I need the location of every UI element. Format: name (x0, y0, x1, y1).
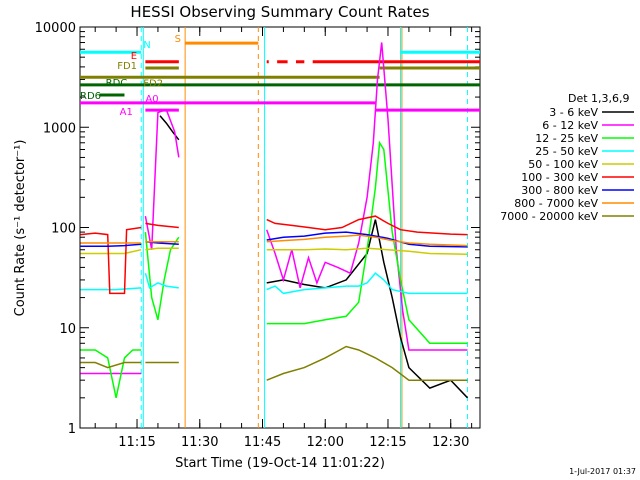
series-line-4 (144, 272, 179, 290)
x-tick-label: 12:30 (432, 435, 469, 450)
series-line-5 (145, 247, 179, 251)
flag-label-rd6: RD6 (80, 91, 101, 102)
series-line-6 (266, 215, 468, 236)
series-line-7 (266, 231, 468, 248)
y-tick-label: 1000 (43, 121, 76, 136)
legend-entry-label: 25 - 50 keV (535, 145, 598, 158)
legend-entry-label: 12 - 25 keV (535, 132, 598, 145)
x-tick-label: 12:00 (307, 435, 344, 450)
series-line-4 (80, 287, 142, 291)
legend-entry-label: 6 - 12 keV (542, 119, 598, 132)
flag-label-e: E (131, 51, 137, 62)
legend-entry-label: 100 - 300 keV (521, 171, 598, 184)
legend-entry-label: 50 - 100 keV (528, 158, 598, 171)
x-tick-label: 11:15 (118, 435, 155, 450)
series-line-7 (80, 243, 142, 248)
x-tick-label: 12:15 (369, 435, 406, 450)
legend-entry-label: 3 - 6 keV (549, 106, 598, 119)
series-line-1 (266, 219, 469, 399)
series-line-3 (266, 140, 468, 345)
plot-clipped (80, 27, 480, 428)
series-line-5 (266, 247, 468, 256)
chart-title: HESSI Observing Summary Count Rates (130, 3, 429, 21)
series-line-2 (265, 42, 468, 351)
series-line-6 (145, 222, 179, 229)
series-line-3 (80, 349, 142, 398)
flag-label-fd1: FD1 (117, 61, 137, 72)
flag-label-n: N (143, 40, 150, 51)
series-line-5 (80, 248, 142, 255)
series-line-4 (266, 272, 468, 295)
series-line-2 (144, 108, 180, 250)
series-line-9 (80, 361, 142, 369)
series-line-8 (266, 234, 468, 247)
flag-label-fd2: FD2 (143, 78, 163, 89)
legend-title: Det 1,3,6,9 (568, 92, 630, 105)
flag-label-rdc: RDC (106, 78, 128, 89)
y-tick-label: 10000 (35, 21, 76, 36)
y-tick-label: 10 (59, 322, 76, 337)
legend-entry-label: 300 - 800 keV (521, 184, 598, 197)
legend-entry-label: 800 - 7000 keV (514, 197, 598, 210)
y-tick-label: 1 (68, 422, 76, 437)
flag-label-a0: A0 (145, 94, 158, 105)
flag-label-a1: A1 (120, 107, 133, 118)
y-axis-label: Count Rate (s⁻¹ detector⁻¹) (13, 140, 28, 317)
legend-entry-label: 7000 - 20000 keV (500, 210, 598, 223)
plot-layer: 1 10 100 1000 10000 11:15 11:30 11:45 12:00 12:15… (35, 21, 481, 450)
x-axis-label: Start Time (19-Oct-14 11:01:22) (175, 456, 385, 471)
flag-label-s: S (175, 34, 181, 45)
x-tick-label: 11:30 (181, 435, 218, 450)
timestamp: 1-Jul-2017 01:37 (569, 467, 636, 476)
x-tick-label: 11:45 (244, 435, 281, 450)
y-tick-label: 100 (51, 222, 76, 237)
series-line-6 (80, 226, 142, 295)
series-line-9 (266, 345, 468, 381)
